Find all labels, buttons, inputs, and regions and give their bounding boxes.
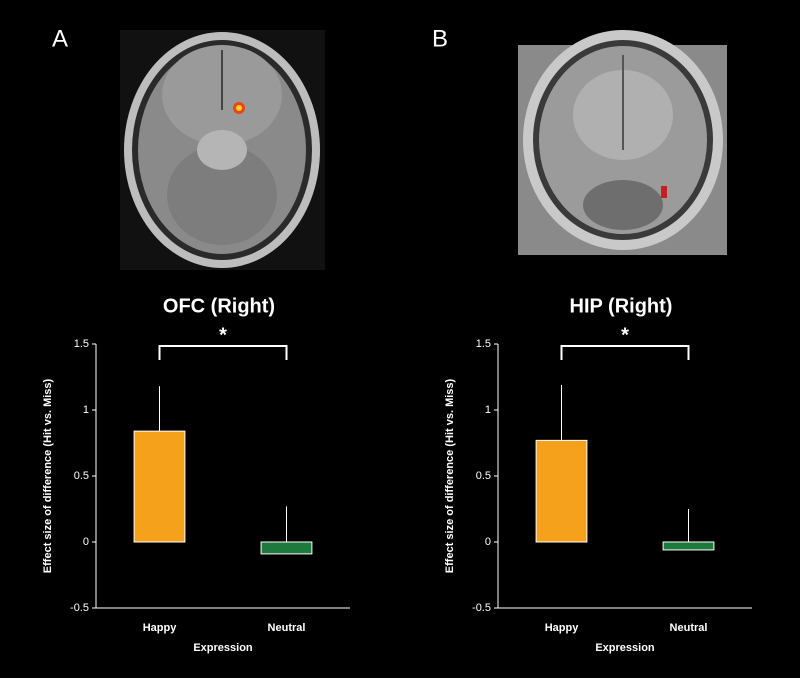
- y-tick-label: -0.5: [70, 602, 89, 614]
- panel-label: A: [52, 25, 68, 52]
- significance-annotation: *: [621, 324, 629, 346]
- bar: [133, 430, 186, 543]
- y-tick-label: 1: [485, 404, 491, 416]
- y-tick-label: 1.5: [74, 338, 89, 350]
- chart-title: OFC (Right): [163, 295, 275, 317]
- x-tick-label: Happy: [143, 622, 178, 634]
- bar: [260, 541, 313, 555]
- significance-bracket: [158, 345, 288, 360]
- brain-image-a: [120, 30, 325, 270]
- x-tick-label: Happy: [545, 622, 580, 634]
- significance-bracket: [560, 345, 690, 360]
- y-axis-label: Effect size of difference (Hit vs. Miss): [42, 378, 54, 573]
- x-axis-label: Expression: [595, 642, 655, 654]
- brain-image-b: [518, 30, 727, 255]
- significance-annotation: *: [219, 324, 227, 346]
- y-tick-label: 0: [485, 536, 491, 548]
- y-tick-label: 0.5: [74, 470, 89, 482]
- bar: [662, 541, 715, 551]
- y-tick-label: 0: [83, 536, 89, 548]
- y-axis-label: Effect size of difference (Hit vs. Miss): [444, 378, 456, 573]
- x-axis-label: Expression: [193, 642, 253, 654]
- y-tick-label: -0.5: [472, 602, 491, 614]
- y-tick-label: 0.5: [476, 470, 491, 482]
- x-tick-label: Neutral: [670, 622, 708, 634]
- y-tick-label: 1: [83, 404, 89, 416]
- y-tick-label: 1.5: [476, 338, 491, 350]
- panel-label: B: [432, 25, 448, 52]
- bar: [535, 439, 588, 543]
- chart-title: HIP (Right): [570, 295, 673, 317]
- x-tick-label: Neutral: [268, 622, 306, 634]
